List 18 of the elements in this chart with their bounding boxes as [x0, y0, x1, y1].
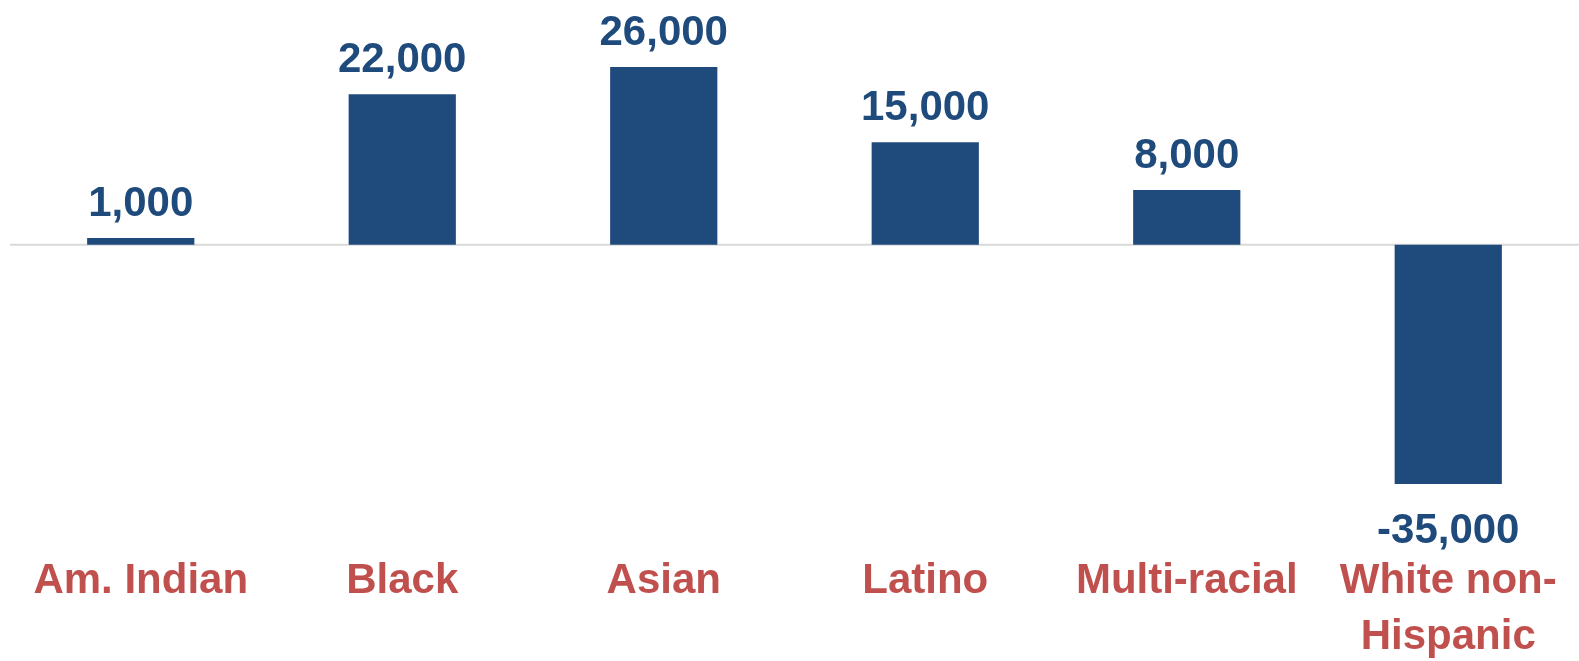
bar	[1133, 190, 1241, 245]
data-label: 1,000	[88, 177, 194, 225]
data-label: -35,000	[1377, 505, 1520, 553]
x-tick-label: Asian	[606, 554, 721, 602]
bar	[348, 94, 456, 245]
bar	[610, 67, 718, 245]
data-label: 8,000	[1134, 130, 1240, 178]
x-tick-label: Latino	[862, 554, 989, 602]
x-tick-label: Black	[346, 554, 459, 602]
bar	[1394, 244, 1502, 485]
x-tick-label: Multi-racial	[1075, 554, 1298, 602]
bar	[87, 237, 195, 245]
data-label: 22,000	[338, 34, 467, 82]
bar	[871, 142, 979, 245]
data-label: 26,000	[599, 7, 728, 54]
x-tick-label: Am. Indian	[33, 554, 249, 602]
data-label: 15,000	[861, 82, 990, 130]
x-tick-label: White non-Hispanic	[1339, 554, 1557, 658]
